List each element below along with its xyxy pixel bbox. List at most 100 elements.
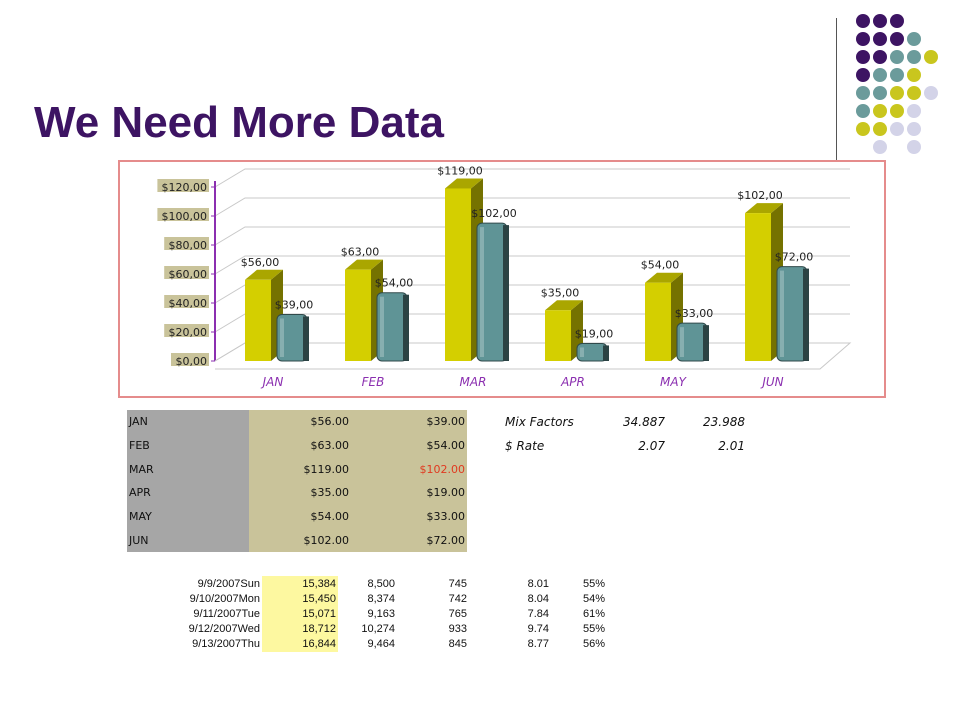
value-cell: 8.01 [527, 577, 549, 590]
data-label: $54,00 [641, 259, 680, 272]
monthly-values-table: JAN $56.00 $39.00 FEB $63.00 $54.00 MAR $119.… [127, 410, 467, 553]
value-cell: 933 [448, 623, 467, 636]
value-cell: $102.00 [249, 528, 351, 553]
decorative-dot [873, 140, 887, 154]
table-row: 9/10/2007Mon 15,450 8,374 742 8.04 54% [150, 591, 607, 607]
bar-mar-series-2 [476, 222, 509, 362]
bar-jan-series-2 [276, 313, 309, 362]
percent-cell: 55% [582, 577, 605, 590]
value-cell: $54.00 [249, 504, 351, 529]
value-cell-highlighted: $102.00 [351, 457, 467, 482]
decorative-dot [890, 50, 904, 64]
decorative-dot [907, 32, 921, 46]
date-cell: 9/9/2007Sun [197, 577, 260, 590]
gridline [214, 197, 850, 217]
decorative-dot [890, 32, 904, 46]
decorative-dot [856, 32, 870, 46]
value-cell: 10,274 [361, 623, 395, 636]
y-tick-label: $40,00 [169, 297, 208, 310]
data-label: $19,00 [575, 327, 614, 340]
gridline [214, 255, 850, 275]
mix-factor-b: 23.988 [703, 415, 745, 429]
decorative-dot [873, 122, 887, 136]
decorative-dot [907, 104, 921, 118]
percent-cell: 61% [582, 607, 605, 620]
y-tick-label-bg [157, 208, 209, 221]
table-row: 9/12/2007Wed 18,712 10,274 933 9.74 55% [150, 621, 607, 637]
decorative-dot [907, 50, 921, 64]
bar-jun-series-2 [776, 266, 809, 362]
decorative-dot [890, 104, 904, 118]
data-label: $119,00 [437, 164, 483, 177]
y-tick-label: $60,00 [169, 268, 208, 281]
highlight-cell: 15,071 [262, 606, 338, 622]
y-tick-label-bg [157, 179, 209, 192]
table-row: JUN $102.00 $72.00 [127, 528, 467, 553]
date-cell: 9/12/2007Wed [188, 623, 260, 636]
y-tick-label-bg [164, 237, 209, 250]
rate-a: 2.07 [638, 439, 665, 453]
data-label: $102,00 [471, 207, 517, 220]
decorative-dot [924, 50, 938, 64]
highlight-cell: 15,384 [262, 576, 338, 592]
decorative-divider-line [836, 18, 837, 176]
data-label: $33,00 [675, 307, 714, 320]
decorative-dot [873, 68, 887, 82]
value-cell: 9.74 [527, 623, 549, 636]
mix-factors-label: Mix Factors [505, 415, 574, 429]
value-cell: 7.84 [527, 607, 549, 620]
percent-cell: 54% [582, 592, 605, 605]
bar-chart: $0,00 $20,00 $40,00 $60,00 $80,00 $100,00 $120… [157, 164, 852, 389]
decorative-dot [907, 68, 921, 82]
gridline [214, 226, 850, 246]
value-cell: 8.77 [527, 638, 549, 651]
y-tick-label-bg [164, 324, 209, 337]
highlight-cell: 16,844 [262, 636, 338, 652]
bar-apr-series-1 [545, 300, 583, 361]
decorative-dot [924, 86, 938, 100]
decorative-dot [856, 14, 870, 28]
percent-cell: 56% [582, 638, 605, 651]
rate-label: $ Rate [505, 439, 545, 453]
floor-outline [214, 342, 852, 370]
decorative-dot [890, 68, 904, 82]
y-tick-label-bg [171, 353, 209, 366]
decorative-dot [873, 14, 887, 28]
decorative-dot [856, 68, 870, 82]
date-cell: 9/10/2007Mon [189, 592, 260, 605]
month-cell: JAN [127, 410, 249, 434]
value-cell: 8,500 [367, 577, 395, 590]
value-cell: $72.00 [351, 528, 467, 553]
value-cell: $63.00 [249, 433, 351, 458]
decorative-dot [907, 86, 921, 100]
decorative-dot [856, 104, 870, 118]
value-cell: $54.00 [351, 433, 467, 458]
x-category-label: FEB [362, 375, 385, 389]
decorative-dot [856, 50, 870, 64]
value-cell: $19.00 [351, 481, 467, 505]
x-category-label: MAR [460, 375, 487, 389]
table-row: JAN $56.00 $39.00 [127, 410, 467, 434]
bar-feb-series-1 [345, 259, 383, 361]
mix-factor-a: 34.887 [623, 415, 665, 429]
decorative-dot [873, 86, 887, 100]
x-category-label: APR [560, 375, 585, 389]
month-cell: APR [127, 481, 249, 505]
data-label: $72,00 [775, 251, 814, 264]
y-tick-label: $80,00 [169, 239, 208, 252]
y-tick-label-bg [164, 295, 209, 308]
data-label: $63,00 [341, 246, 380, 259]
value-cell: 745 [448, 577, 467, 590]
value-cell: $56.00 [249, 410, 351, 434]
table-row: MAY $54.00 $33.00 [127, 504, 467, 529]
decorative-dot [890, 122, 904, 136]
data-label: $35,00 [541, 286, 580, 299]
data-label: $54,00 [375, 277, 414, 290]
value-cell: 8,374 [367, 592, 395, 605]
value-cell: 8.04 [527, 592, 549, 605]
data-label: $39,00 [275, 298, 314, 311]
table-row: 9/13/2007Thu 16,844 9,464 845 8.77 56% [150, 636, 607, 652]
y-tick-label: $100,00 [162, 210, 208, 223]
x-category-label: JAN [261, 375, 284, 389]
value-cell: 9,163 [367, 607, 395, 620]
